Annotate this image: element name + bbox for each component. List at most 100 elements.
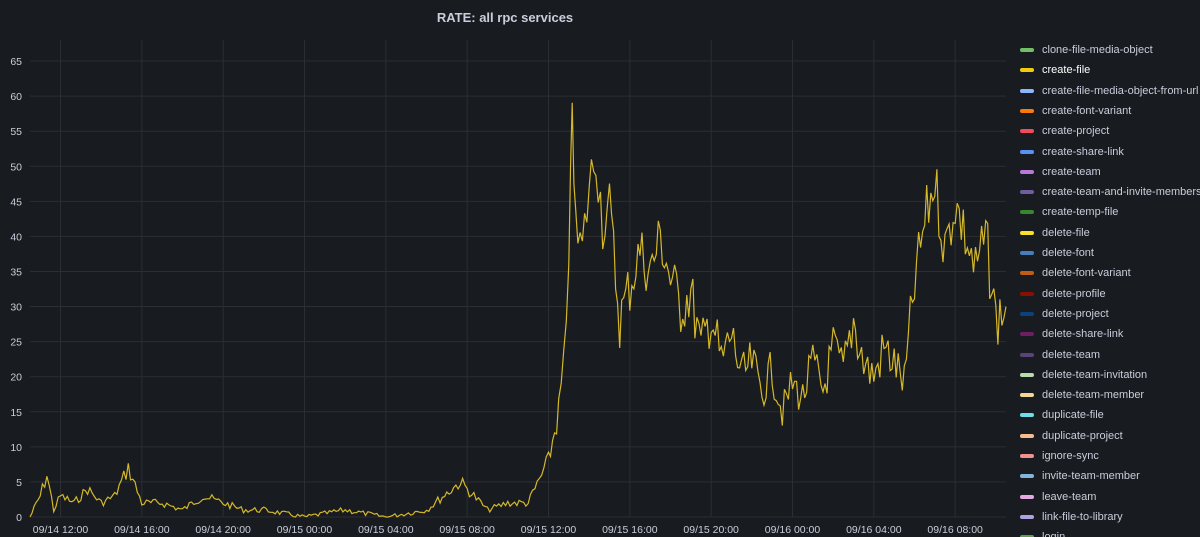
legend-label: delete-font-variant [1042, 267, 1131, 280]
legend-swatch [1020, 210, 1034, 215]
x-gridlines [60, 40, 956, 517]
legend-label: delete-team-member [1042, 389, 1145, 402]
legend-swatch [1020, 169, 1034, 174]
legend-label: delete-font [1042, 247, 1094, 259]
legend-label: create-team [1042, 165, 1101, 178]
y-tick-label: 35 [10, 266, 22, 278]
legend-item-create-font-variant[interactable]: create-font-variant [1010, 101, 1200, 121]
legend-item-delete-share-link[interactable]: delete-share-link [1010, 324, 1200, 344]
legend-item-delete-project[interactable]: delete-project [1010, 304, 1200, 324]
x-tick-label: 09/14 16:00 [114, 524, 170, 536]
legend-item-create-share-link[interactable]: create-share-link [1010, 142, 1200, 162]
legend-label: create-file-media-object-from-url [1042, 84, 1199, 97]
legend-swatch [1020, 535, 1034, 537]
legend-item-delete-profile[interactable]: delete-profile [1010, 284, 1200, 304]
legend-item-delete-team-invitation[interactable]: delete-team-invitation [1010, 365, 1200, 385]
legend-label: delete-team [1042, 348, 1101, 361]
legend: clone-file-media-object create-file create… [1010, 40, 1200, 537]
legend-item-clone-file-media-object[interactable]: clone-file-media-object [1010, 40, 1200, 60]
x-tick-label: 09/15 16:00 [602, 524, 658, 536]
legend-swatch [1020, 494, 1034, 499]
y-tick-label: 0 [16, 512, 22, 524]
legend-label: duplicate-project [1042, 429, 1123, 442]
legend-item-ignore-sync[interactable]: ignore-sync [1010, 446, 1200, 466]
y-tick-label: 25 [10, 337, 22, 349]
legend-label: create-team-and-invite-members [1042, 186, 1200, 199]
legend-label: delete-project [1042, 307, 1109, 320]
legend-item-leave-team[interactable]: leave-team [1010, 487, 1200, 507]
legend-item-create-team-and-invite-members[interactable]: create-team-and-invite-members [1010, 182, 1200, 202]
legend-item-delete-file[interactable]: delete-file [1010, 223, 1200, 243]
legend-label: duplicate-file [1042, 409, 1104, 422]
y-tick-label: 5 [16, 477, 22, 489]
legend-item-delete-team[interactable]: delete-team [1010, 345, 1200, 365]
legend-item-create-file-media-object-from-url[interactable]: create-file-media-object-from-url [1010, 81, 1200, 101]
legend-swatch [1020, 271, 1034, 276]
legend-label: create-font-variant [1042, 104, 1132, 117]
legend-label: delete-share-link [1042, 328, 1124, 341]
legend-label: delete-team-invitation [1042, 368, 1148, 381]
legend-label: link-file-to-library [1042, 510, 1123, 523]
series-line-create-file[interactable] [29, 102, 1007, 518]
legend-swatch [1020, 433, 1034, 438]
x-tick-label: 09/16 08:00 [927, 524, 983, 536]
legend-item-login[interactable]: login [1010, 527, 1200, 537]
x-tick-label: 09/16 04:00 [846, 524, 902, 536]
y-tick-label: 60 [10, 91, 22, 103]
y-tick-label: 65 [10, 56, 22, 68]
legend-item-link-file-to-library[interactable]: link-file-to-library [1010, 507, 1200, 527]
y-tick-label: 20 [10, 372, 22, 384]
legend-label: login [1042, 531, 1065, 537]
x-tick-label: 09/15 04:00 [358, 524, 414, 536]
legend-item-create-team[interactable]: create-team [1010, 162, 1200, 182]
y-tick-label: 15 [10, 407, 22, 419]
legend-swatch [1020, 393, 1034, 398]
legend-swatch [1020, 352, 1034, 357]
legend-item-create-file[interactable]: create-file [1010, 60, 1200, 80]
legend-label: clone-file-media-object [1042, 44, 1153, 56]
legend-swatch [1020, 413, 1034, 418]
legend-swatch [1020, 88, 1034, 93]
legend-swatch [1020, 474, 1034, 479]
legend-swatch [1020, 332, 1034, 337]
series-group [29, 102, 1007, 518]
legend-swatch [1020, 190, 1034, 195]
legend-item-duplicate-project[interactable]: duplicate-project [1010, 426, 1200, 446]
x-tick-label: 09/14 20:00 [195, 524, 251, 536]
legend-swatch [1020, 454, 1034, 458]
legend-item-invite-team-member[interactable]: invite-team-member [1010, 466, 1200, 486]
legend-swatch [1020, 291, 1034, 296]
y-tick-label: 45 [10, 196, 22, 208]
legend-label: create-temp-file [1042, 206, 1119, 219]
legend-item-delete-font-variant[interactable]: delete-font-variant [1010, 263, 1200, 283]
y-gridlines [30, 60, 1006, 518]
legend-swatch [1020, 230, 1034, 235]
legend-label: create-project [1042, 125, 1110, 138]
legend-swatch [1020, 372, 1034, 377]
legend-item-create-project[interactable]: create-project [1010, 121, 1200, 141]
legend-swatch [1020, 251, 1034, 255]
y-tick-label: 50 [10, 161, 22, 173]
y-tick-label: 40 [10, 231, 22, 243]
panel-title[interactable]: RATE: all rpc services [436, 10, 574, 25]
legend-swatch [1020, 149, 1034, 154]
x-axis: 09/14 12:00 09/14 16:00 09/14 20:00 09/15 0… [33, 524, 983, 536]
legend-item-create-temp-file[interactable]: create-temp-file [1010, 202, 1200, 222]
legend-item-delete-team-member[interactable]: delete-team-member [1010, 385, 1200, 405]
legend-swatch [1020, 311, 1034, 316]
legend-item-duplicate-file[interactable]: duplicate-file [1010, 405, 1200, 425]
y-tick-label: 30 [10, 302, 22, 314]
y-axis: 0 5 10 15 20 25 30 35 40 45 50 55 60 65 [10, 56, 22, 524]
legend-item-delete-font[interactable]: delete-font [1010, 243, 1200, 263]
x-tick-label: 09/15 20:00 [683, 524, 739, 536]
legend-label: ignore-sync [1042, 450, 1099, 462]
legend-label: create-share-link [1042, 145, 1124, 158]
legend-swatch [1020, 514, 1034, 519]
legend-label: delete-profile [1042, 287, 1106, 300]
x-tick-label: 09/15 00:00 [277, 524, 333, 536]
y-tick-label: 55 [10, 126, 22, 138]
legend-swatch [1020, 129, 1034, 134]
x-tick-label: 09/15 12:00 [521, 524, 577, 536]
